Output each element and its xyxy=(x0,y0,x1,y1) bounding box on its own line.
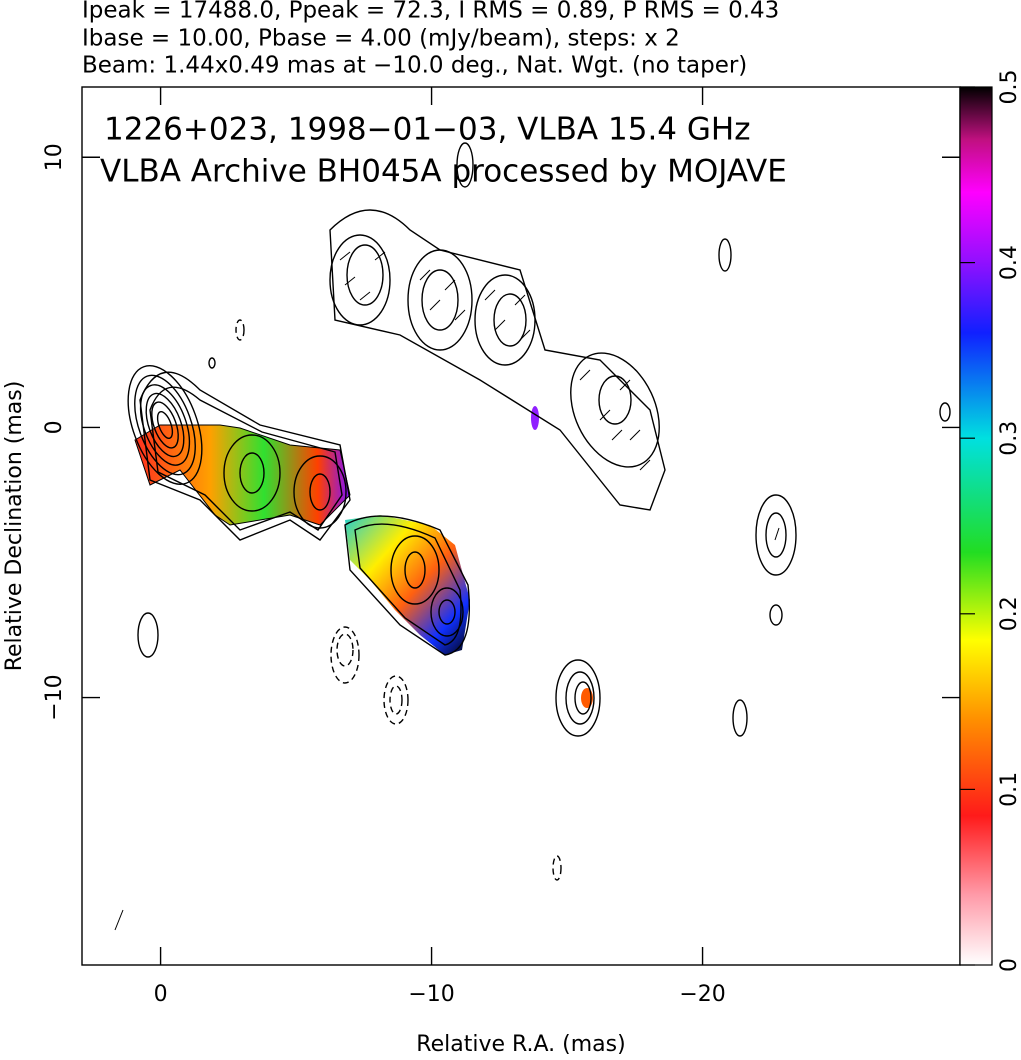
header-line: Ibase = 10.00, Pbase = 4.00 (mJy/beam), … xyxy=(82,26,680,52)
colorbar-tick-label: 0 xyxy=(997,958,1021,972)
x-tick-label: −10 xyxy=(408,982,454,1007)
plot-frame xyxy=(81,86,961,966)
colorbar-tick-label: 0.4 xyxy=(997,245,1021,280)
colorbar-tick-label: 0.1 xyxy=(997,772,1021,807)
colorbar-tick-label: 0.2 xyxy=(997,596,1021,631)
colorbar-tick-label: 0.5 xyxy=(997,70,1021,105)
y-axis-label: Relative Declination (mas) xyxy=(2,381,27,672)
y-tick-label: 0 xyxy=(42,420,67,434)
header-line: Beam: 1.44x0.49 mas at −10.0 deg., Nat. … xyxy=(82,53,747,79)
negative-contours xyxy=(235,319,562,881)
x-tick-label: 0 xyxy=(154,982,168,1007)
y-tick-label: 10 xyxy=(42,143,67,171)
colorbar xyxy=(959,86,993,966)
annotation: VLBA Archive BH045A processed by MOJAVE xyxy=(100,154,787,190)
x-tick-label: −20 xyxy=(679,982,725,1007)
header-line: Ipeak = 17488.0, Ppeak = 72.3, I RMS = 0… xyxy=(82,0,779,24)
pol-vectors xyxy=(114,251,780,931)
colorbar-tick-label: 0.3 xyxy=(997,421,1021,456)
y-tick-label: −10 xyxy=(42,674,67,720)
contours xyxy=(127,142,951,737)
x-axis-label: Relative R.A. (mas) xyxy=(416,1032,625,1057)
annotation: 1226+023, 1998−01−03, VLBA 15.4 GHz xyxy=(104,112,750,148)
map xyxy=(114,142,951,931)
